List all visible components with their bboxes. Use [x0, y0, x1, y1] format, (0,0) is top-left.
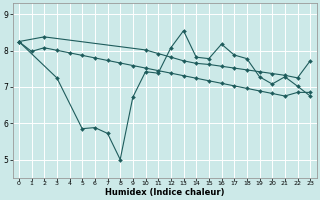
- X-axis label: Humidex (Indice chaleur): Humidex (Indice chaleur): [105, 188, 224, 197]
